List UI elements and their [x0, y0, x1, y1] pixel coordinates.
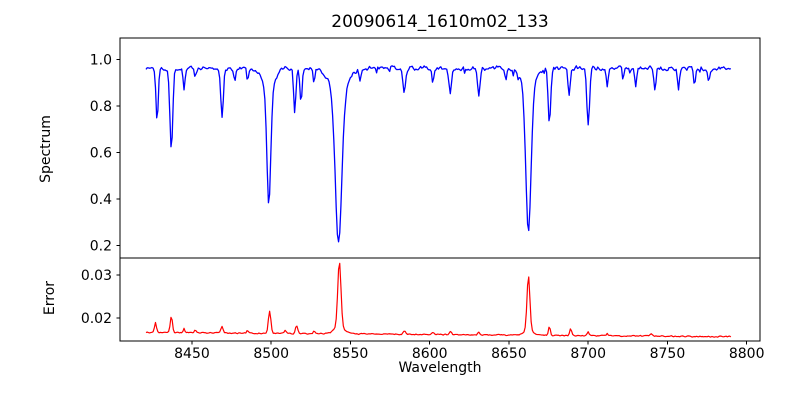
x-tick-label: 8700 — [570, 346, 606, 362]
y-axis-label-error: Error — [42, 280, 58, 316]
y-tick-label: 0.03 — [81, 268, 112, 284]
x-tick-label: 8800 — [729, 346, 765, 362]
y-tick-label: 1.0 — [90, 53, 112, 69]
spectrum-axes-box — [119, 37, 761, 259]
y-axis-label-spectrum: Spectrum — [38, 115, 54, 183]
y-tick-label: 0.02 — [81, 311, 112, 327]
x-axis-label: Wavelength — [398, 360, 482, 376]
y-tick-label: 0.2 — [90, 239, 112, 255]
x-tick-label: 8650 — [491, 346, 527, 362]
error-line — [145, 262, 732, 338]
y-tick-label: 0.8 — [90, 99, 112, 115]
x-tick-label: 8500 — [253, 346, 289, 362]
x-tick-label: 8600 — [412, 346, 448, 362]
y-tick-label: 0.4 — [90, 192, 112, 208]
x-tick-label: 8550 — [333, 346, 369, 362]
spectrum-line — [145, 65, 732, 243]
x-tick-label: 8750 — [650, 346, 686, 362]
plot-title: 20090614_1610m02_133 — [331, 12, 549, 32]
x-tick-label: 8450 — [174, 346, 210, 362]
error-axes-box — [119, 257, 761, 342]
y-tick-label: 0.6 — [90, 146, 112, 162]
